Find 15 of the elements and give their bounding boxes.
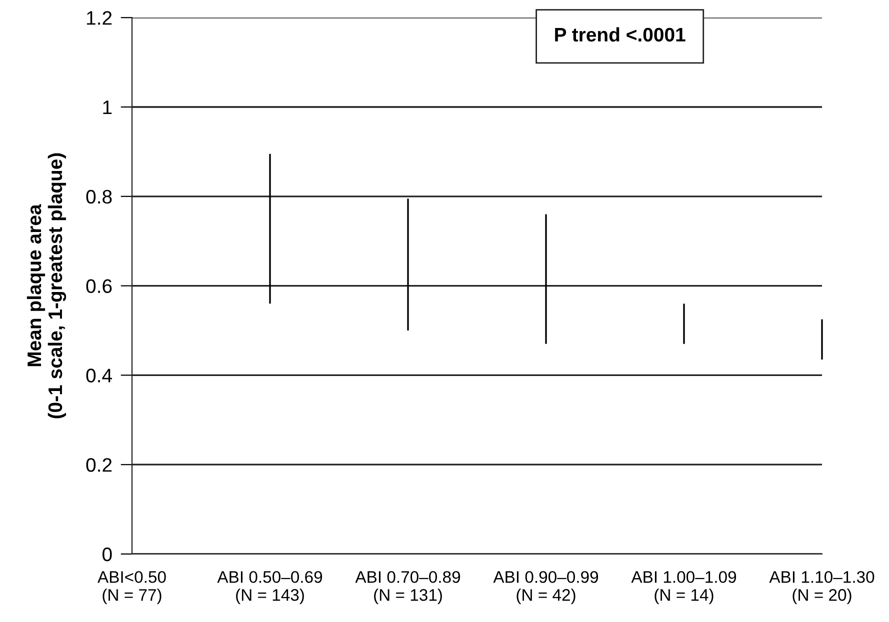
- y-tick-label: 0: [102, 547, 112, 562]
- y-tick-label: 1: [103, 100, 112, 114]
- y-tick-label: 0.6: [86, 279, 112, 294]
- y-tick-label: 0.8: [86, 190, 112, 204]
- x-tick-label: ABI 0.70–0.89 (N = 131): [355, 571, 460, 604]
- x-tick-label: ABI 1.00–1.09 (N = 14): [631, 571, 736, 604]
- y-tick-label: 0.4: [86, 368, 112, 382]
- annotation: P trend <.0001: [555, 27, 686, 42]
- x-tick-label: ABI 0.90–0.99 (N = 42): [493, 571, 598, 604]
- x-tick-label: ABI 0.50–0.69 (N = 143): [217, 571, 322, 604]
- y-tick-label: 1.2: [87, 11, 112, 25]
- x-tick-label: ABI<0.50 (N = 77): [98, 571, 166, 604]
- y-axis-title: Mean plaque area (0-1 scale, 1-greatest plaque): [26, 153, 66, 418]
- x-tick-label: ABI 1.10–1.30 (N = 20): [769, 571, 874, 604]
- y-tick-label: 0.2: [86, 458, 112, 472]
